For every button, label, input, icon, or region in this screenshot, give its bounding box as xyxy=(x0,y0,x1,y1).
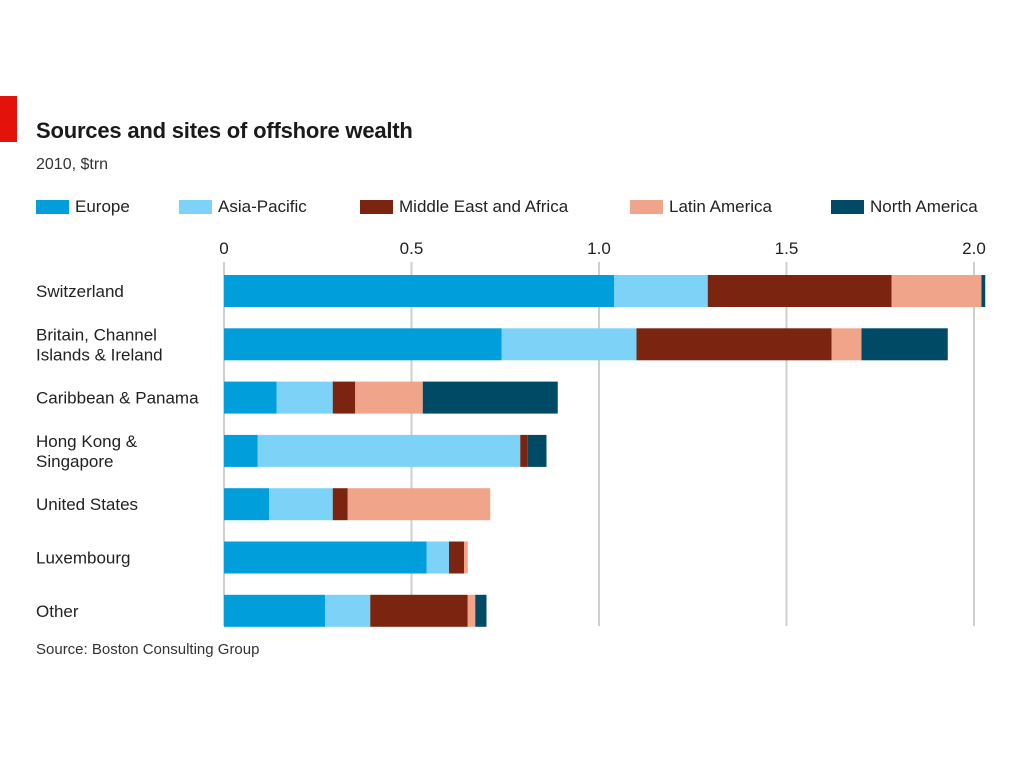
bar-hong-kong-singapore-north-america xyxy=(527,434,547,467)
category-label-line: Islands & Ireland xyxy=(36,345,163,364)
category-label-line: Hong Kong & xyxy=(36,432,138,451)
category-label-line: United States xyxy=(36,495,138,514)
category-label-hong-kong-singapore: Hong Kong & Singapore xyxy=(36,432,138,471)
category-label-switzerland: Switzerland xyxy=(36,282,124,301)
legend-item-europe: Europe xyxy=(36,196,130,218)
bar-other-middle-east-and-africa xyxy=(370,594,468,627)
bar-caribbean-panama-europe xyxy=(224,381,277,414)
legend-swatch-latin-america xyxy=(630,200,663,214)
category-label-line: Luxembourg xyxy=(36,549,131,568)
legend-item-asia-pacific: Asia-Pacific xyxy=(179,196,307,218)
bar-other-asia-pacific xyxy=(325,594,371,627)
bar-united-states-europe xyxy=(224,488,269,521)
bar-caribbean-panama-middle-east-and-africa xyxy=(332,381,356,414)
category-label-luxembourg: Luxembourg xyxy=(36,549,131,568)
category-label-united-states: United States xyxy=(36,495,138,514)
category-label-line: Caribbean & Panama xyxy=(36,389,199,408)
source-note: Source: Boston Consulting Group xyxy=(36,641,260,658)
bar-hong-kong-singapore-middle-east-and-africa xyxy=(520,434,528,467)
x-tick-label-1-5: 1.5 xyxy=(775,239,799,258)
category-label-other: Other xyxy=(36,602,79,621)
category-label-britain-channel-islands-ireland: Britain, Channel Islands & Ireland xyxy=(36,325,163,364)
legend-item-middle-east-africa: Middle East and Africa xyxy=(360,196,568,218)
legend-swatch-middle-east-africa xyxy=(360,200,393,214)
x-tick-label-0-5: 0.5 xyxy=(400,239,424,258)
bar-britain-channel-islands-ireland-middle-east-and-africa xyxy=(636,328,832,361)
bar-switzerland-latin-america xyxy=(891,275,982,307)
category-label-line: Other xyxy=(36,602,79,621)
bar-luxembourg-asia-pacific xyxy=(426,541,449,574)
bar-luxembourg-latin-america xyxy=(464,541,468,574)
category-label-line: Singapore xyxy=(36,452,114,471)
bar-united-states-middle-east-and-africa xyxy=(332,488,348,521)
category-label-caribbean-panama: Caribbean & Panama xyxy=(36,389,199,408)
x-tick-label-0: 0 xyxy=(219,239,228,258)
bar-united-states-latin-america xyxy=(347,488,491,521)
bar-other-europe xyxy=(224,594,326,627)
legend-label-europe: Europe xyxy=(75,197,130,216)
bar-switzerland-asia-pacific xyxy=(614,275,708,307)
legend-swatch-asia-pacific xyxy=(179,200,212,214)
legend-item-latin-america: Latin America xyxy=(630,196,772,218)
x-tick-label-1-0: 1.0 xyxy=(587,239,611,258)
bar-hong-kong-singapore-europe xyxy=(224,434,258,467)
bar-luxembourg-europe xyxy=(224,541,427,574)
legend-label-asia-pacific: Asia-Pacific xyxy=(218,197,307,216)
bar-other-north-america xyxy=(475,594,487,627)
bar-hong-kong-singapore-asia-pacific xyxy=(257,434,521,467)
category-label-line: Britain, Channel xyxy=(36,325,157,344)
x-tick-label-2-0: 2.0 xyxy=(962,239,986,258)
category-label-line: Switzerland xyxy=(36,282,124,301)
bar-switzerland-europe xyxy=(224,275,614,307)
bar-britain-channel-islands-ireland-north-america xyxy=(861,328,948,361)
bar-luxembourg-middle-east-and-africa xyxy=(449,541,464,574)
legend-swatch-europe xyxy=(36,200,69,214)
bar-other-latin-america xyxy=(467,594,476,627)
legend-label-middle-east-africa: Middle East and Africa xyxy=(399,197,569,216)
chart-subtitle: 2010, $trn xyxy=(36,156,109,173)
bar-caribbean-panama-latin-america xyxy=(355,381,423,414)
brand-tag xyxy=(0,96,17,142)
legend-label-latin-america: Latin America xyxy=(669,197,772,216)
bar-britain-channel-islands-ireland-europe xyxy=(224,328,502,361)
bar-switzerland-middle-east-and-africa xyxy=(707,275,892,307)
legend-swatch-north-america xyxy=(831,200,864,214)
legend-item-north-america: North America xyxy=(831,196,978,218)
legend-label-north-america: North America xyxy=(870,197,978,216)
legend: Europe Asia-Pacific Middle East and Afri… xyxy=(36,196,996,218)
bar-united-states-asia-pacific xyxy=(269,488,333,521)
bar-britain-channel-islands-ireland-latin-america xyxy=(831,328,862,361)
chart-title: Sources and sites of offshore wealth xyxy=(36,118,413,143)
bar-caribbean-panama-north-america xyxy=(422,381,558,414)
bar-britain-channel-islands-ireland-asia-pacific xyxy=(501,328,637,361)
bar-switzerland-north-america xyxy=(981,275,986,307)
bar-caribbean-panama-asia-pacific xyxy=(276,381,333,414)
